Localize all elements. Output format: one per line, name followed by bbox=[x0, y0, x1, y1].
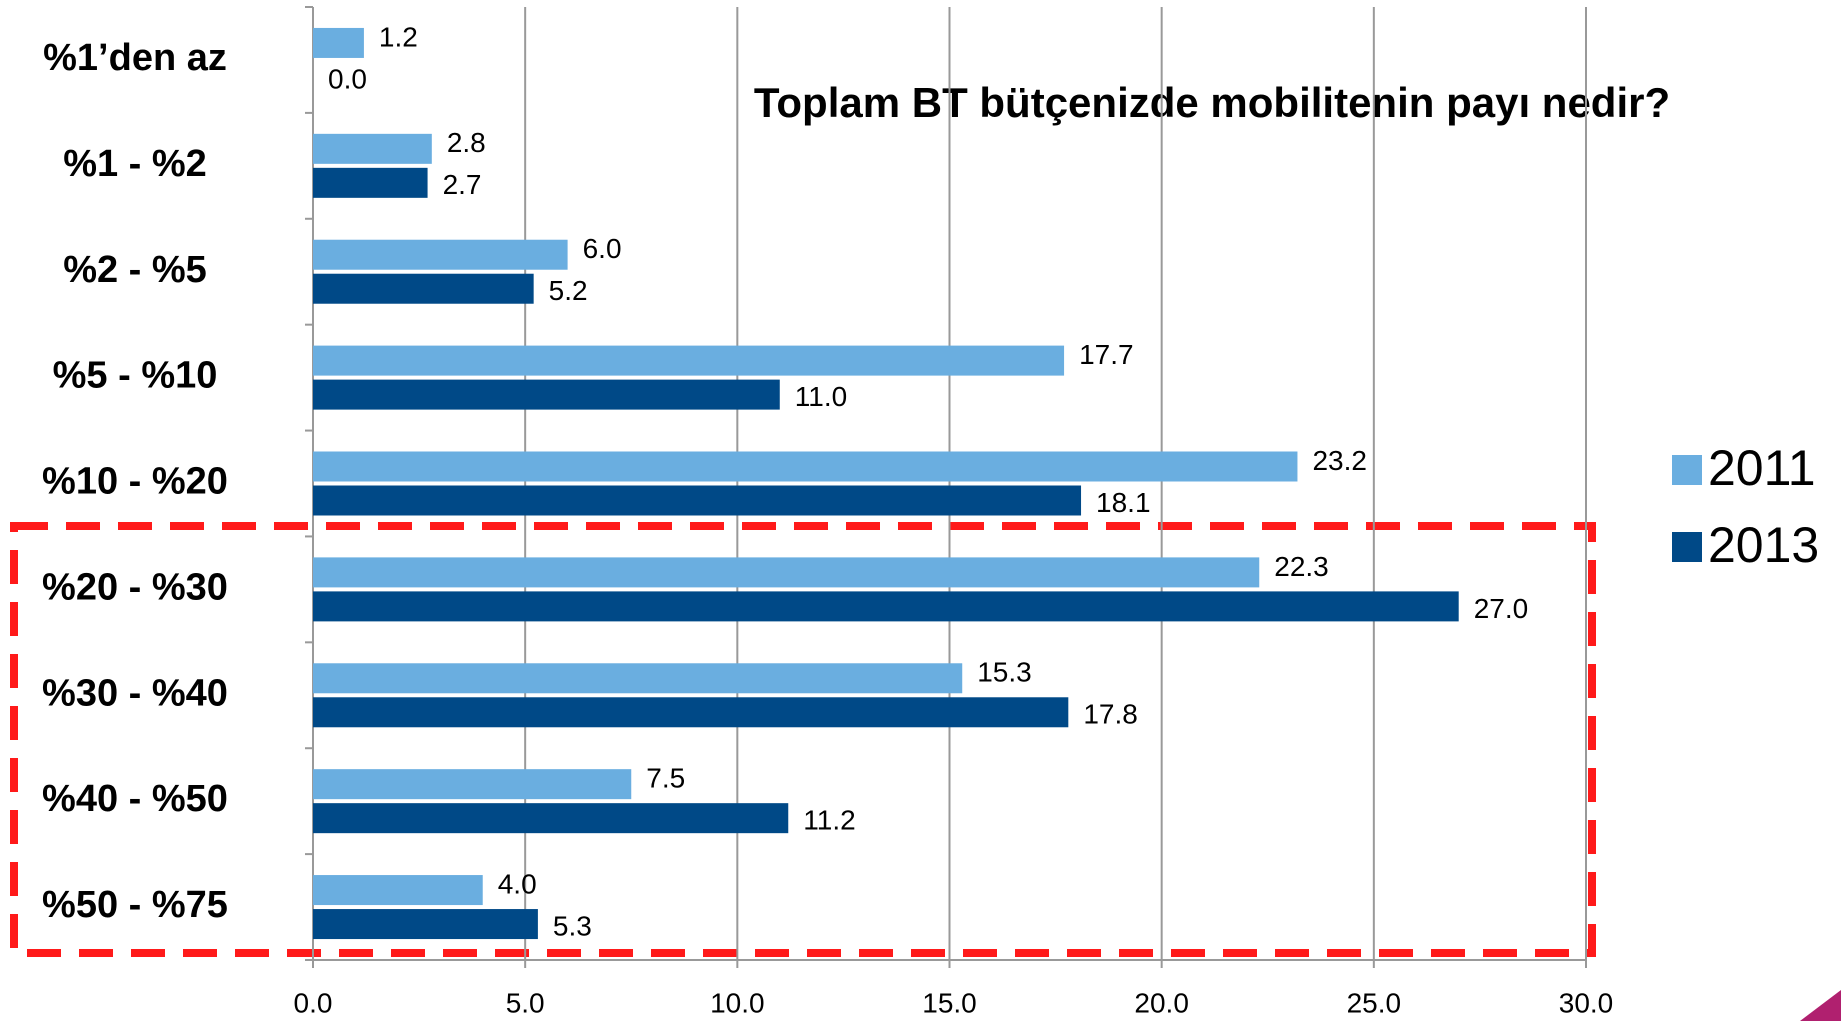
bar bbox=[313, 697, 1069, 728]
x-tick-label: 15.0 bbox=[922, 987, 977, 1018]
x-tick-label: 30.0 bbox=[1559, 987, 1614, 1018]
value-label: 2.8 bbox=[447, 127, 486, 158]
bar bbox=[313, 769, 632, 800]
y-tick-label: %2 - %5 bbox=[63, 249, 207, 291]
highlight-box bbox=[10, 522, 1596, 957]
bar bbox=[313, 167, 428, 198]
bar bbox=[313, 591, 1459, 622]
value-label: 27.0 bbox=[1474, 593, 1529, 624]
bar bbox=[313, 557, 1260, 588]
value-label: 0.0 bbox=[328, 63, 367, 94]
chart-title: Toplam BT bütçenizde mobilitenin payı ne… bbox=[754, 79, 1670, 126]
x-tick-label: 10.0 bbox=[710, 987, 765, 1018]
y-tick-label: %5 - %10 bbox=[53, 355, 218, 397]
x-tick-label: 5.0 bbox=[506, 987, 545, 1018]
value-label: 1.2 bbox=[379, 21, 418, 52]
value-label: 11.2 bbox=[803, 805, 855, 836]
legend-label: 2013 bbox=[1708, 517, 1819, 573]
value-label: 5.3 bbox=[553, 910, 592, 941]
bar bbox=[313, 663, 963, 694]
x-tick-label: 25.0 bbox=[1347, 987, 1402, 1018]
legend-label: 2011 bbox=[1708, 440, 1816, 496]
x-tick-label: 0.0 bbox=[294, 987, 333, 1018]
y-tick-label: %1’den az bbox=[43, 37, 227, 79]
value-label: 15.3 bbox=[977, 657, 1032, 688]
value-label: 17.8 bbox=[1083, 699, 1138, 730]
y-tick-label: %10 - %20 bbox=[42, 461, 228, 503]
value-label: 6.0 bbox=[583, 233, 622, 264]
y-tick-label: %20 - %30 bbox=[42, 566, 228, 608]
y-tick-label: %40 - %50 bbox=[42, 778, 228, 820]
bar bbox=[313, 273, 534, 304]
value-label: 18.1 bbox=[1096, 487, 1151, 518]
legend-swatch bbox=[1672, 455, 1702, 485]
bar bbox=[313, 909, 538, 940]
value-label: 5.2 bbox=[549, 275, 588, 306]
bar bbox=[313, 345, 1065, 376]
y-tick-label: %50 - %75 bbox=[42, 884, 228, 926]
bar bbox=[313, 451, 1298, 482]
value-label: 23.2 bbox=[1312, 445, 1367, 476]
value-label: 7.5 bbox=[646, 763, 685, 794]
y-tick-label: %1 - %2 bbox=[63, 143, 207, 185]
bar bbox=[313, 803, 789, 834]
bar bbox=[313, 27, 364, 58]
bar bbox=[313, 133, 432, 164]
value-label: 11.0 bbox=[795, 381, 847, 412]
bar bbox=[313, 875, 483, 906]
bar bbox=[313, 485, 1082, 516]
value-label: 2.7 bbox=[443, 169, 482, 200]
y-tick-label: %30 - %40 bbox=[42, 672, 228, 714]
bar bbox=[313, 239, 568, 270]
value-label: 4.0 bbox=[498, 868, 537, 899]
x-tick-label: 20.0 bbox=[1134, 987, 1189, 1018]
bar bbox=[313, 379, 780, 410]
value-label: 17.7 bbox=[1079, 339, 1134, 370]
corner-decoration bbox=[1800, 990, 1841, 1021]
value-label: 22.3 bbox=[1274, 551, 1329, 582]
legend-swatch bbox=[1672, 532, 1702, 562]
